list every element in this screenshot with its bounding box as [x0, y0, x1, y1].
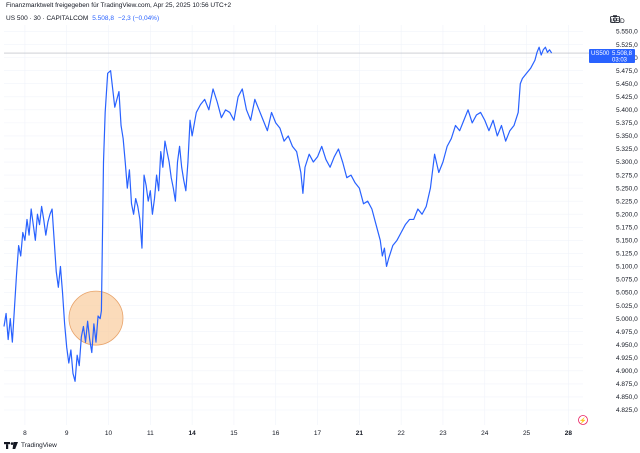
last-price: 5.508,8	[92, 15, 114, 22]
y-tick-label: 4.950,0	[616, 342, 638, 349]
y-tick-label: 5.425,0	[616, 94, 638, 101]
price-tag-box	[589, 49, 635, 64]
y-tick-label: 5.250,0	[616, 185, 638, 192]
x-tick-label: 8	[23, 430, 27, 437]
y-tick-label: 5.300,0	[616, 159, 638, 166]
grid-layer	[4, 25, 583, 425]
y-tick-label: 5.275,0	[616, 172, 638, 179]
y-tick-label: 5.075,0	[616, 277, 638, 284]
x-tick-label: 14	[189, 430, 197, 437]
y-tick-label: 5.475,0	[616, 68, 638, 75]
y-tick-label: 5.325,0	[616, 146, 638, 153]
y-tick-label: 5.525,0	[616, 42, 638, 49]
x-tick-label: 21	[356, 430, 364, 437]
x-tick-label: 10	[105, 430, 113, 437]
x-tick-label: 17	[314, 430, 322, 437]
symbol-name: US 500 · 30 · CAPITALCOM	[6, 15, 89, 22]
x-tick-label: 23	[439, 430, 447, 437]
y-tick-label: 5.025,0	[616, 303, 638, 310]
y-tick-label: 5.375,0	[616, 120, 638, 127]
price-tag-countdown: 03:03	[612, 58, 628, 64]
x-axis[interactable]: 8 9 10 11 14 15 16 17 21 22 23 24 25 28	[23, 430, 572, 437]
y-tick-label: 4.900,0	[616, 368, 638, 375]
svg-text:⚡: ⚡	[579, 416, 586, 424]
y-tick-label: 5.200,0	[616, 211, 638, 218]
share-note: Finanzmarktwelt freigegeben für TradingV…	[6, 2, 232, 9]
y-tick-label: 5.000,0	[616, 316, 638, 323]
x-tick-label: 11	[147, 430, 154, 437]
y-tick-label: 4.875,0	[616, 381, 638, 388]
y-tick-label: 4.825,0	[616, 407, 638, 414]
news-icon[interactable]: ⚡	[578, 415, 588, 425]
price-change: −2,3 (−0,04%)	[117, 15, 160, 22]
y-tick-label: 5.125,0	[616, 251, 638, 258]
x-tick-label: 15	[230, 430, 238, 437]
y-tick-label: 5.150,0	[616, 238, 638, 245]
footer-brand[interactable]: TradingView	[4, 442, 57, 449]
y-tick-label: 5.175,0	[616, 224, 638, 231]
x-tick-label: 28	[565, 430, 573, 437]
x-tick-label: 24	[481, 430, 489, 437]
y-tick-label: 5.450,0	[616, 81, 638, 88]
y-axis[interactable]: 5.550,05.525,05.500,05.475,05.450,05.425…	[616, 29, 638, 414]
price-tag-value: 5.508,8	[612, 51, 633, 57]
x-tick-label: 22	[398, 430, 406, 437]
y-tick-label: 5.350,0	[616, 133, 638, 140]
price-series-line	[3, 46, 553, 382]
tradingview-logo-icon	[4, 442, 18, 449]
y-tick-label: 5.400,0	[616, 107, 638, 114]
y-tick-label: 5.050,0	[616, 290, 638, 297]
footer-brand-label: TradingView	[21, 442, 57, 449]
y-tick-label: 4.925,0	[616, 355, 638, 362]
y-tick-label: 4.850,0	[616, 394, 638, 401]
y-tick-label: 5.225,0	[616, 198, 638, 205]
y-tick-label: 5.550,0	[616, 29, 638, 36]
currency-label: USD	[611, 18, 625, 25]
x-tick-label: 9	[65, 430, 69, 437]
x-tick-label: 25	[523, 430, 531, 437]
y-tick-label: 4.975,0	[616, 329, 638, 336]
price-tag-symbol: US500	[591, 51, 610, 57]
x-tick-label: 16	[272, 430, 280, 437]
symbol-legend: US 500 · 30 · CAPITALCOM 5.508,8 −2,3 (−…	[6, 15, 159, 22]
price-tag: US500 5.508,8 03:03	[589, 49, 635, 64]
y-tick-label: 5.100,0	[616, 264, 638, 271]
camera-icon[interactable]	[610, 15, 620, 23]
